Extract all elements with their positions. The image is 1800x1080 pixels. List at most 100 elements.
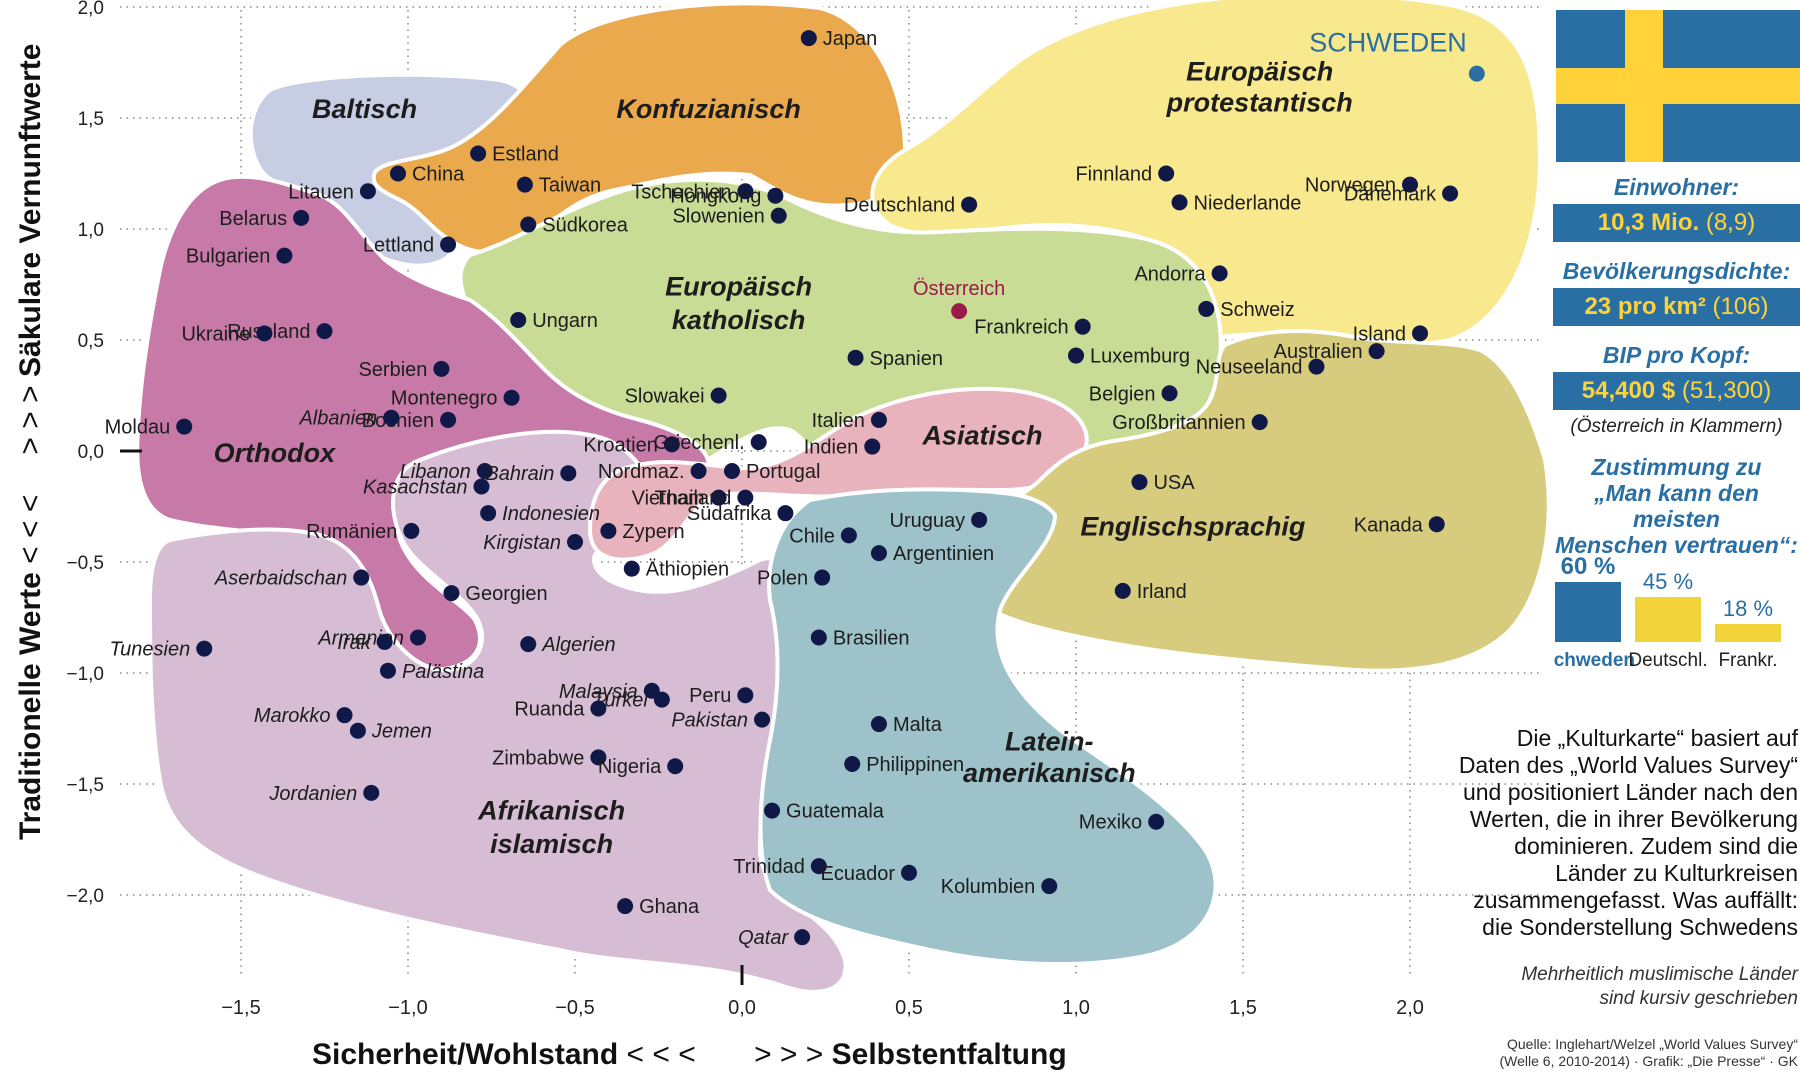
country-label: Slowakei [625,386,705,408]
country-label: Trinidad [733,856,805,878]
x-axis-arrows-left: < < < [627,1038,705,1071]
country-label: Libanon [400,461,471,483]
country-label: Tschechien [631,181,731,203]
country-dot [1468,65,1485,82]
country-dot [440,411,457,428]
country-dot [750,434,767,451]
country-dot [810,629,827,646]
country-dot [723,462,740,479]
trust-bar-label: Deutschl. [1628,650,1707,671]
bip-value: 54,400 $ [1581,377,1676,404]
country-dot [1442,185,1459,202]
country-label: Montenegro [391,388,498,410]
country-dot [870,411,887,428]
country-label: Frankreich [974,317,1068,339]
country-label: Ukraine [181,323,250,345]
country-dot [520,636,537,653]
country-label: Estland [492,144,559,166]
oesterreich-note: (Österreich in Klammern) [1570,416,1783,437]
country-label: Indonesien [502,503,600,525]
country-label: Guatemala [786,801,885,823]
einwohner-bar: 10,3 Mio. (8,9) [1553,204,1800,242]
country-dot [443,585,460,602]
country-dot [1131,474,1148,491]
country-dot [590,700,607,717]
country-dot [176,418,193,435]
country-dot [737,687,754,704]
y-axis-arrows-bottom: < < < [14,495,47,564]
sweden-flag-icon [1556,10,1800,162]
country-label: Palästina [402,661,484,683]
country-dot [1428,516,1445,533]
country-dot [560,465,577,482]
country-dot [520,216,537,233]
country-dot [473,478,490,495]
country-dot [567,534,583,551]
country-dot [1068,347,1084,364]
country-dot [476,462,493,479]
region-label: Englischsprachig [1080,511,1306,541]
country-dot [870,545,887,562]
country-dot [196,640,213,657]
country-label: Japan [823,28,878,50]
y-tick-label: −1,0 [66,664,104,685]
country-label: Qatar [738,927,789,949]
country-label: Jordanien [268,783,357,805]
country-label: Luxemburg [1090,346,1190,368]
country-label: Belarus [219,208,287,230]
country-dot [777,505,794,522]
country-dot [810,858,827,875]
country-label: SCHWEDEN [1309,28,1467,58]
country-dot [376,633,393,650]
x-tick-label: 0,5 [895,997,923,1019]
muslim-note: Mehrheitlich muslimische Länder sind kurs… [1498,963,1798,1011]
x-tick-label: 2,0 [1396,997,1424,1019]
country-dot [870,716,887,733]
country-dot [1161,385,1178,402]
country-label: Großbritannien [1112,412,1245,434]
country-label: Hongkong [670,186,761,208]
y-axis-label-top: Säkulare Vernunftwerte [14,44,47,377]
country-dot [256,325,273,342]
country-dot [690,462,707,479]
country-label: Mexiko [1079,812,1142,834]
country-label: Kroatien [583,434,658,456]
x-axis-label: Sicherheit/Wohlstand < < < > > > Selbste… [312,1038,1067,1071]
einwohner-paren: (8,9) [1705,209,1756,236]
muslim-note-line: Mehrheitlich muslimische Länder [1521,964,1798,985]
source-note: Quelle: Inglehart/Welzel „World Values S… [1438,1036,1798,1070]
country-dot [770,207,787,224]
country-label: USA [1153,472,1195,494]
country-label: Pakistan [671,710,748,732]
country-label: Aserbaidschan [214,568,347,590]
country-label: Südafrika [687,503,772,525]
country-dot [710,489,727,506]
country-dot [971,511,988,528]
description-line: und positioniert Länder nach den [1462,779,1798,805]
country-dot [800,30,817,47]
country-label: Jemen [371,721,432,743]
country-dot [503,389,520,406]
country-dot [379,662,396,679]
country-dot [767,187,784,204]
description-line: Werten, die in ihrer Bevölkerung [1469,806,1798,832]
country-dot [847,349,864,366]
trust-bar-percent: 45 % [1643,569,1693,594]
country-label: Tunesien [109,639,190,661]
trust-bar-chart: 60 % Schweden 45 % Deutschl. 18 % Frankr. [1553,553,1781,671]
x-tick-label: 0,0 [728,997,756,1019]
x-axis-label-left: Sicherheit/Wohlstand [312,1038,627,1071]
description-text: Die „Kulturkarte“ basiert auf Daten des „… [1438,725,1798,941]
einwohner-value: 10,3 Mio. [1597,209,1700,236]
country-label: Algerien [541,634,615,656]
trust-bar-label: Frankr. [1718,650,1777,671]
country-dot [389,165,406,182]
country-label: Taiwan [539,175,601,197]
x-tick-label: −1,0 [388,997,427,1019]
country-dot [951,303,968,320]
country-dot [510,312,527,329]
country-label: Brasilien [833,627,910,649]
trust-bar-percent: 60 % [1561,553,1616,580]
region-label: protestantisch [1166,87,1353,117]
region-afrikanisch-islamisch [147,429,848,994]
